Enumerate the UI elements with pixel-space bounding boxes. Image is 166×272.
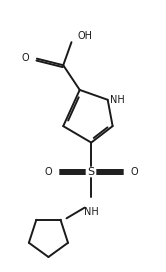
Text: O: O	[130, 167, 138, 177]
Text: O: O	[22, 53, 29, 63]
Text: NH: NH	[84, 207, 99, 217]
Text: NH: NH	[110, 95, 125, 105]
Text: O: O	[45, 167, 52, 177]
Text: OH: OH	[77, 30, 92, 41]
Text: S: S	[88, 167, 95, 177]
